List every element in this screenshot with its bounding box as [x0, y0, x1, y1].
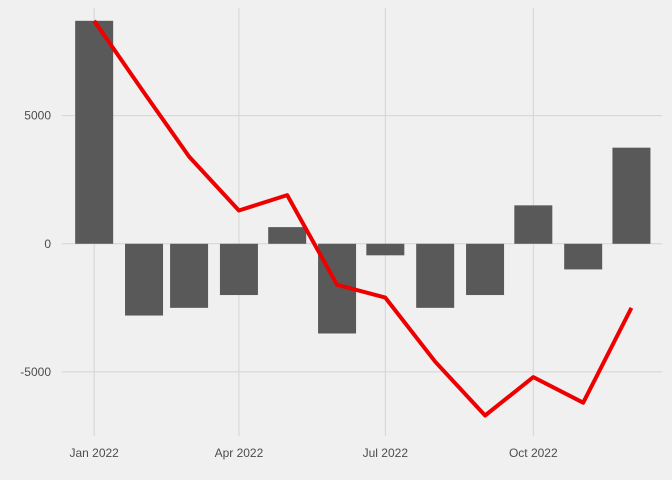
bar: [125, 243, 164, 316]
y-tick-label: 0: [44, 237, 51, 251]
line-series: [92, 19, 634, 418]
bar: [366, 243, 405, 256]
bar: [219, 243, 258, 296]
y-axis: 5000 0 -5000: [20, 109, 51, 379]
bar: [514, 205, 553, 244]
x-tick-label: Apr 2022: [215, 446, 264, 460]
x-tick-label: Jul 2022: [363, 446, 409, 460]
bar: [466, 243, 505, 296]
series-line: [92, 19, 634, 418]
bar-series: [75, 20, 651, 334]
bar: [268, 227, 307, 244]
gridlines: [62, 8, 662, 436]
y-tick-label: 5000: [24, 109, 51, 123]
x-axis: Jan 2022 Apr 2022 Jul 2022 Oct 2022: [69, 446, 558, 460]
bar: [564, 243, 603, 270]
y-tick-label: -5000: [20, 365, 51, 379]
x-tick-label: Oct 2022: [509, 446, 558, 460]
bar: [75, 20, 114, 244]
bar: [612, 147, 651, 244]
x-tick-label: Jan 2022: [69, 446, 119, 460]
bar: [416, 243, 455, 308]
bar: [170, 243, 209, 308]
